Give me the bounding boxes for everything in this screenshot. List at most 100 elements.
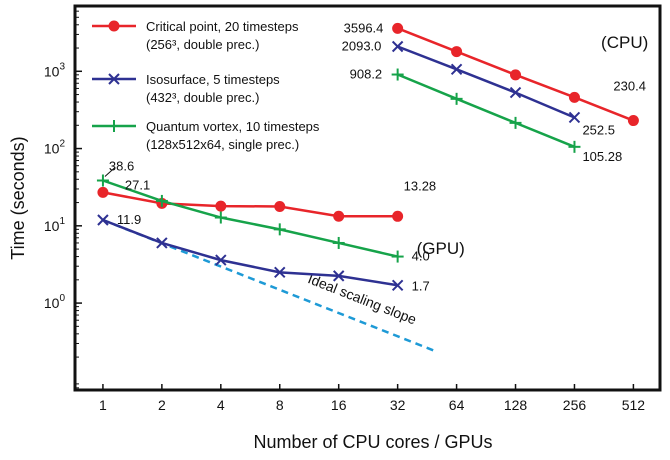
legend-marker	[108, 120, 120, 132]
series-point-stroke-b	[97, 214, 109, 226]
series-point-stroke-b	[391, 40, 404, 53]
series-point	[332, 270, 345, 282]
legend-label: Isosurface, 5 timesteps	[146, 72, 280, 87]
x-tick-label: 128	[504, 397, 528, 413]
series-point	[451, 46, 463, 58]
data-label: 13.28	[404, 178, 437, 193]
series-point	[450, 92, 463, 105]
y-tick-exponent: 0	[59, 293, 65, 304]
series-point	[155, 194, 168, 207]
y-tick-exponent: 3	[59, 61, 65, 72]
y-tick-label: 103	[44, 61, 66, 79]
series-point	[274, 266, 286, 279]
data-labels-layer: 38.6 27.1 11.9 13.28 4.0 1.7 3596.4 2093.0 908.2…	[104, 20, 648, 293]
region-label: (GPU)	[417, 239, 465, 258]
series-point	[391, 279, 404, 291]
series-line	[102, 179, 398, 258]
x-tick-label: 64	[449, 397, 465, 413]
data-label: 11.9	[117, 212, 141, 227]
legend-label: Quantum vortex, 10 timesteps	[146, 119, 320, 134]
x-tick-label: 32	[390, 397, 406, 413]
series-point	[215, 254, 227, 266]
y-tick-base: 10	[44, 218, 60, 234]
y-tick-base: 10	[44, 295, 60, 311]
series-layer	[96, 22, 639, 291]
legend-marker-stroke-b	[108, 73, 120, 85]
series-gpu-plus	[96, 174, 404, 263]
x-tick-label: 2	[158, 397, 166, 413]
series-point	[568, 111, 581, 124]
legend-label: Critical point, 20 timesteps	[146, 19, 299, 34]
legend-note: (256³, double prec.)	[146, 37, 259, 52]
series-cpu-circle	[392, 22, 639, 127]
series-point-stroke-b	[391, 279, 404, 291]
x-tick-label: 512	[622, 397, 646, 413]
legend-marker	[108, 73, 120, 85]
legend-marker	[108, 20, 120, 32]
data-label: 38.6	[109, 158, 134, 173]
series-point	[97, 214, 109, 226]
series-line	[397, 73, 575, 148]
data-label: 2093.0	[342, 39, 382, 54]
x-tick-label: 16	[331, 397, 347, 413]
x-tick-label: 8	[276, 397, 284, 413]
series-cpu-x	[391, 40, 581, 124]
data-label: 105.28	[582, 149, 622, 164]
x-tick-label: 1	[99, 397, 107, 413]
series-point-stroke-b	[274, 266, 286, 279]
series-point	[509, 86, 522, 99]
x-axis-ticks: 1 2 4 8 16 32 64 128 256 512	[99, 384, 645, 413]
data-label-leader	[104, 167, 116, 177]
data-label: 27.1	[125, 177, 150, 192]
series-point	[215, 200, 227, 212]
legend: Critical point, 20 timesteps (256³, doubl…	[92, 19, 320, 152]
x-tick-label: 256	[563, 397, 587, 413]
series-cpu-plus	[391, 68, 581, 153]
series-point	[391, 250, 404, 263]
y-tick-label: 101	[44, 216, 66, 234]
x-tick-label: 4	[217, 397, 225, 413]
y-tick-base: 10	[44, 141, 60, 157]
data-label: 252.5	[582, 122, 615, 137]
series-point-stroke-b	[215, 254, 227, 266]
series-gpu-x	[97, 214, 404, 291]
series-point	[214, 211, 227, 224]
data-label: 3596.4	[344, 20, 384, 35]
series-point	[509, 116, 522, 129]
series-line	[397, 45, 575, 119]
series-point	[450, 63, 463, 76]
legend-note: (128x512x64, single prec.)	[146, 137, 299, 152]
series-point	[392, 210, 404, 222]
series-line	[102, 218, 398, 287]
y-axis-title: Time (seconds)	[8, 136, 28, 259]
series-point	[391, 40, 404, 53]
series-point	[156, 237, 168, 249]
plot-frame	[73, 4, 662, 392]
region-label: (CPU)	[601, 33, 648, 52]
data-label: 1.7	[412, 278, 430, 293]
series-gpu-circle	[97, 186, 404, 222]
y-tick-label: 100	[44, 293, 66, 311]
data-label: 908.2	[350, 67, 383, 82]
series-point	[392, 22, 404, 34]
data-label: 4.0	[412, 249, 430, 264]
series-point-stroke-b	[568, 111, 581, 124]
series-point-stroke-b	[156, 237, 168, 249]
y-tick-exponent: 1	[59, 216, 65, 227]
y-tick-base: 10	[44, 63, 60, 79]
y-tick-exponent: 2	[59, 139, 65, 150]
series-point	[568, 91, 580, 103]
series-point	[97, 186, 109, 198]
series-point	[96, 174, 109, 187]
series-point	[568, 140, 581, 153]
series-point	[332, 236, 345, 249]
series-point-stroke-b	[332, 270, 345, 282]
series-point	[391, 68, 404, 81]
series-point	[333, 210, 345, 222]
x-axis-title: Number of CPU cores / GPUs	[253, 432, 492, 452]
series-point-stroke-b	[450, 63, 463, 76]
series-point	[627, 115, 639, 127]
series-point	[274, 200, 286, 212]
